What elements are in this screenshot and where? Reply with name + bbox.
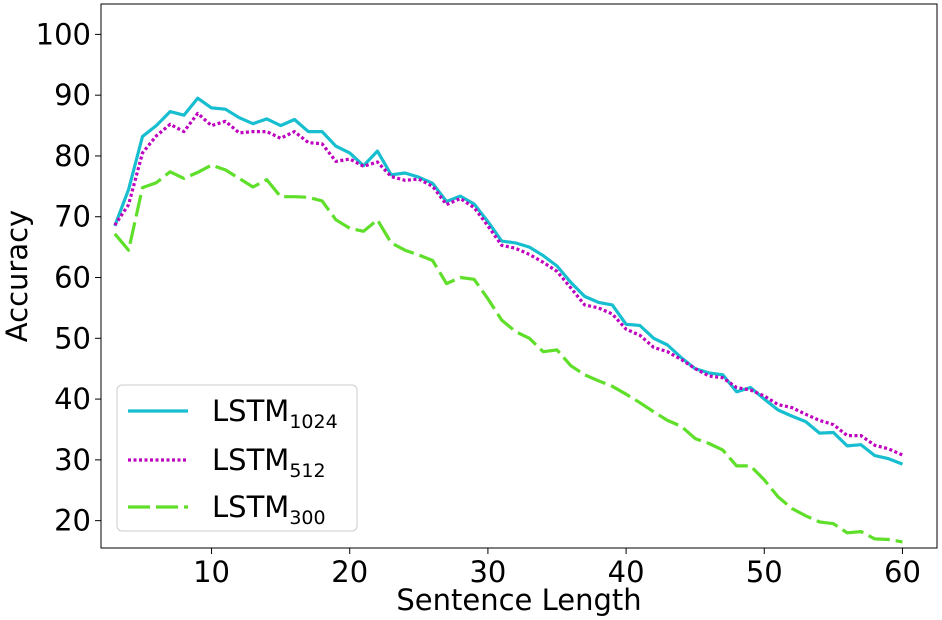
x-tick-label: 10	[193, 555, 230, 589]
y-tick-label: 80	[54, 139, 91, 173]
x-tick-label: 60	[884, 555, 921, 589]
x-axis: 10 20 30 40 50 60	[193, 548, 921, 589]
x-tick-label: 30	[469, 555, 506, 589]
plot-area-frame	[100, 3, 938, 549]
y-tick-label: 70	[54, 200, 91, 234]
y-tick-label: 60	[54, 261, 91, 295]
legend-label-1024: LSTM1024	[212, 394, 338, 433]
legend-box	[116, 384, 358, 532]
series-line-512	[113, 111, 904, 457]
series-lines	[113, 96, 904, 544]
x-tick-label: 50	[746, 555, 783, 589]
y-tick-label: 50	[54, 321, 91, 355]
y-axis: 20 30 40 50 60 70 80 90 100	[36, 17, 101, 538]
y-axis-label: Accuracy	[0, 210, 34, 342]
legend-label-300: LSTM300	[212, 490, 326, 529]
y-tick-label: 90	[54, 78, 91, 112]
y-tick-label: 30	[54, 443, 91, 477]
legend: LSTM1024 LSTM512 LSTM300	[116, 384, 358, 532]
legend-label-512: LSTM512	[212, 443, 326, 482]
x-tick-label: 40	[608, 555, 645, 589]
x-axis-label: Sentence Length	[396, 583, 641, 617]
series-line-300	[113, 163, 903, 544]
y-tick-label: 40	[54, 382, 91, 416]
x-tick-label: 20	[331, 555, 368, 589]
series-line-1024	[113, 96, 904, 466]
y-tick-label: 100	[36, 17, 91, 51]
y-tick-label: 20	[54, 504, 91, 538]
